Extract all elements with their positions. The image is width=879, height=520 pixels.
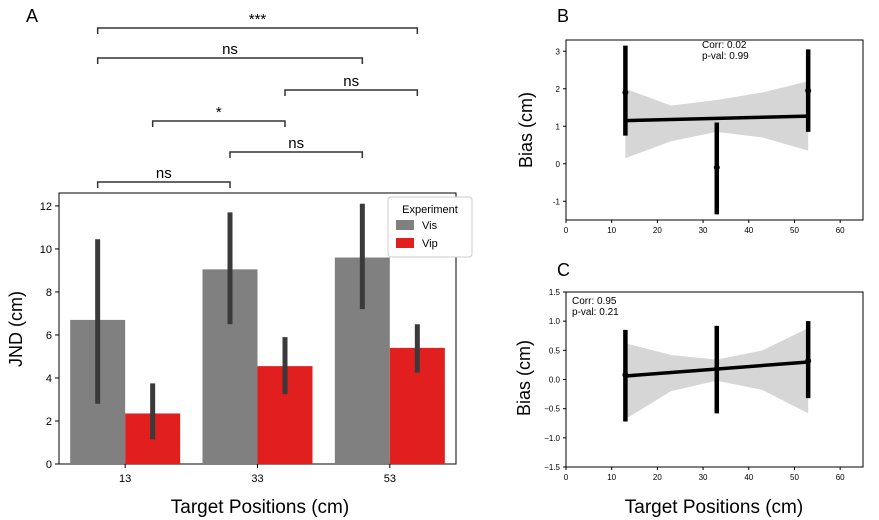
- x-tick-label-c: 30: [699, 473, 708, 482]
- x-tick-label-c: 20: [653, 473, 662, 482]
- y-tick-label-b: 2: [556, 85, 561, 94]
- annotation-corr-b: Corr: 0.02: [702, 40, 747, 51]
- legend-swatch-vis: [396, 220, 414, 230]
- x-tick-label-a: 13: [119, 473, 131, 485]
- data-point-b: [622, 89, 629, 96]
- x-tick-label-a: 53: [384, 473, 396, 485]
- data-point-c: [622, 371, 629, 378]
- axes-b: 0 10 20 30 40 50 60 -1 0 1 2 3: [553, 47, 845, 235]
- y-tick-label-a: 4: [46, 373, 52, 385]
- x-tick-label-c: 60: [836, 473, 845, 482]
- significance-bracket: [151, 120, 286, 127]
- x-tick-label-b: 10: [607, 226, 616, 235]
- legend-label-vip: Vip: [422, 238, 438, 250]
- legend-label-vis: Vis: [422, 220, 438, 232]
- y-tick-label-c: 0.5: [549, 346, 561, 355]
- plot-c: [622, 321, 812, 422]
- axes-c: 0 10 20 30 40 50 60 −1.5 −1.0 −0.5 0.0 0.5 1.0 1.5: [544, 288, 845, 482]
- significance-label: ***: [249, 11, 267, 28]
- x-tick-label-c: 50: [790, 473, 799, 482]
- legend-title: Experiment: [402, 204, 458, 216]
- significance-brackets: *** ns ns * ns ns: [96, 11, 419, 188]
- significance-bracket: [96, 57, 364, 64]
- y-tick-label-a: 2: [46, 416, 52, 428]
- significance-label: ns: [343, 73, 359, 90]
- significance-label: ns: [222, 41, 238, 58]
- panel-c: C 0 10 20 30 40 50 60−1.5−1.0−0.50.00.51.01.5 …: [514, 260, 864, 518]
- x-tick-label-a: 33: [251, 473, 263, 485]
- x-axis-label-a: Target Positions (cm): [171, 497, 349, 518]
- y-tick-label-a: 10: [40, 244, 52, 256]
- plot-b: [622, 45, 812, 215]
- data-point-c: [805, 357, 812, 364]
- y-tick-label-b: -1: [553, 197, 561, 206]
- legend: Experiment Vis Vip: [387, 196, 473, 258]
- regression-line-b: [625, 114, 809, 123]
- legend-swatch-vip: [396, 238, 414, 248]
- x-axis-a: 13 33 53: [119, 464, 396, 485]
- y-axis-label-b: Bias (cm): [516, 92, 536, 168]
- y-tick-label-a: 0: [46, 459, 52, 471]
- y-tick-label-c: −0.5: [544, 405, 560, 414]
- panel-a: A *** ns ns * ns ns 0 2 4 6 8 10 12 13 33 53 JND (cm)…: [6, 6, 473, 518]
- data-point-b: [805, 87, 812, 94]
- annotation-corr-c: Corr: 0.95: [572, 296, 617, 307]
- y-axis-label-c: Bias (cm): [514, 340, 534, 416]
- significance-label: ns: [288, 135, 304, 152]
- y-tick-label-c: −1.0: [544, 434, 560, 443]
- data-point-c: [713, 366, 720, 372]
- panel-label-a: A: [26, 6, 38, 26]
- y-tick-label-a: 8: [46, 287, 52, 299]
- annotation-pval-c: p-val: 0.21: [572, 307, 619, 318]
- bars: [70, 203, 445, 464]
- x-tick-label-b: 30: [699, 226, 708, 235]
- x-tick-label-b: 60: [836, 226, 845, 235]
- significance-bracket: [96, 181, 231, 188]
- panel-label-c: C: [557, 260, 570, 280]
- data-point-b: [713, 164, 720, 171]
- significance-label: ns: [156, 165, 172, 182]
- y-axis-label-a: JND (cm): [6, 291, 26, 367]
- x-tick-label-b: 20: [653, 226, 662, 235]
- y-tick-label-b: 0: [556, 160, 561, 169]
- y-axis-a: 0 2 4 6 8 10 12: [40, 201, 59, 471]
- x-tick-label-b: 50: [790, 226, 799, 235]
- y-tick-label-a: 6: [46, 330, 52, 342]
- annotation-pval-b: p-val: 0.99: [702, 51, 749, 62]
- x-axis-label-c: Target Positions (cm): [625, 497, 803, 518]
- significance-bracket: [229, 151, 364, 158]
- y-tick-label-b: 1: [556, 122, 561, 131]
- y-tick-label-b: 3: [556, 47, 561, 56]
- x-tick-label-b: 0: [564, 226, 569, 235]
- significance-label: *: [216, 104, 222, 121]
- plot-frame-b: [565, 39, 864, 221]
- y-tick-label-a: 12: [40, 201, 52, 213]
- y-tick-label-c: 1.0: [549, 317, 561, 326]
- y-tick-label-c: 1.5: [549, 288, 561, 297]
- significance-bracket: [284, 89, 419, 96]
- x-tick-label-c: 40: [744, 473, 753, 482]
- x-tick-label-c: 0: [564, 473, 569, 482]
- y-tick-label-c: 0.0: [549, 376, 561, 385]
- significance-bracket: [96, 27, 419, 34]
- x-tick-label-c: 10: [607, 473, 616, 482]
- panel-label-b: B: [557, 6, 569, 26]
- x-tick-label-b: 40: [744, 226, 753, 235]
- panel-b: B 0 10 20 30 40 50 60 -1 0 1 2 3 Bias (cm) Corr: 0.…: [516, 6, 864, 235]
- y-tick-label-c: −1.5: [544, 463, 560, 472]
